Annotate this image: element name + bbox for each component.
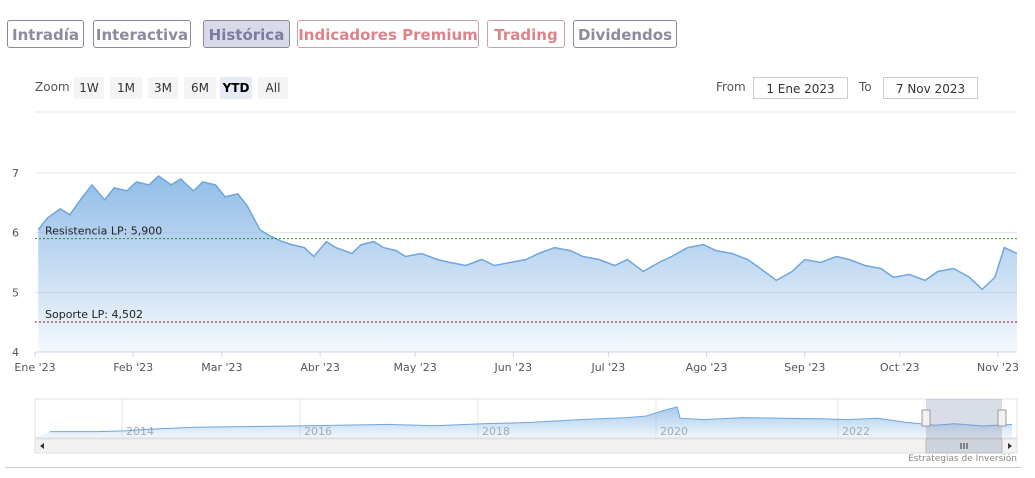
x-tick-label: Abr '23 [300, 361, 340, 374]
x-tick-label: Jun '23 [493, 361, 532, 374]
x-tick-label: Sep '23 [784, 361, 825, 374]
x-tick-label: Feb '23 [113, 361, 153, 374]
zoom-6m-button[interactable]: 6M [184, 77, 216, 99]
navigator-left-handle[interactable] [921, 409, 931, 427]
to-date-input[interactable]: 7 Nov 2023 [883, 77, 978, 99]
y-tick-label: 6 [12, 227, 19, 240]
scroll-left-icon[interactable] [40, 443, 44, 449]
x-tick-label: Ago '23 [686, 361, 728, 374]
tab-dividendos[interactable]: Dividendos [573, 20, 677, 48]
credit-text: Estrategias de Inversión [908, 454, 1017, 464]
from-label: From [716, 80, 746, 94]
zoom-1w-button[interactable]: 1W [74, 77, 104, 99]
zoom-label: Zoom [35, 80, 70, 94]
y-tick-label: 4 [12, 346, 19, 359]
scroll-right-icon[interactable] [1008, 443, 1012, 449]
tab-indicadores-premium[interactable]: Indicadores Premium [297, 20, 479, 48]
x-tick-label: Oct '23 [880, 361, 920, 374]
x-tick-label: Mar '23 [201, 361, 242, 374]
to-label: To [859, 80, 872, 94]
tab-trading[interactable]: Trading [487, 20, 565, 48]
x-tick-label: May '23 [393, 361, 436, 374]
resistance-label: Resistencia LP: 5,900 [45, 225, 162, 238]
zoom-all-button[interactable]: All [258, 77, 288, 99]
zoom-ytd-button[interactable]: YTD [220, 77, 252, 99]
tab-intradia[interactable]: Intradía [7, 20, 84, 48]
x-tick-label: Nov '23 [977, 361, 1019, 374]
from-date-input[interactable]: 1 Ene 2023 [753, 77, 848, 99]
price-line [37, 175, 1018, 291]
navigator-area [35, 407, 1012, 438]
x-tick-label: Jul '23 [590, 361, 625, 374]
zoom-1m-button[interactable]: 1M [110, 77, 142, 99]
y-tick-label: 5 [12, 286, 19, 299]
zoom-3m-button[interactable]: 3M [148, 77, 178, 99]
y-tick-label: 7 [12, 167, 19, 180]
navigator-line [50, 406, 1013, 433]
x-tick-label: Ene '23 [14, 361, 55, 374]
bottom-divider [5, 467, 1022, 468]
tab-interactiva[interactable]: Interactiva [93, 20, 191, 48]
tab-historica[interactable]: Histórica [203, 20, 290, 48]
support-label: Soporte LP: 4,502 [45, 308, 143, 321]
price-area [38, 176, 1017, 352]
scroll-grip-icon[interactable] [960, 443, 968, 449]
navigator-right-handle[interactable] [997, 409, 1007, 427]
scrollbar-track[interactable] [34, 438, 1018, 454]
